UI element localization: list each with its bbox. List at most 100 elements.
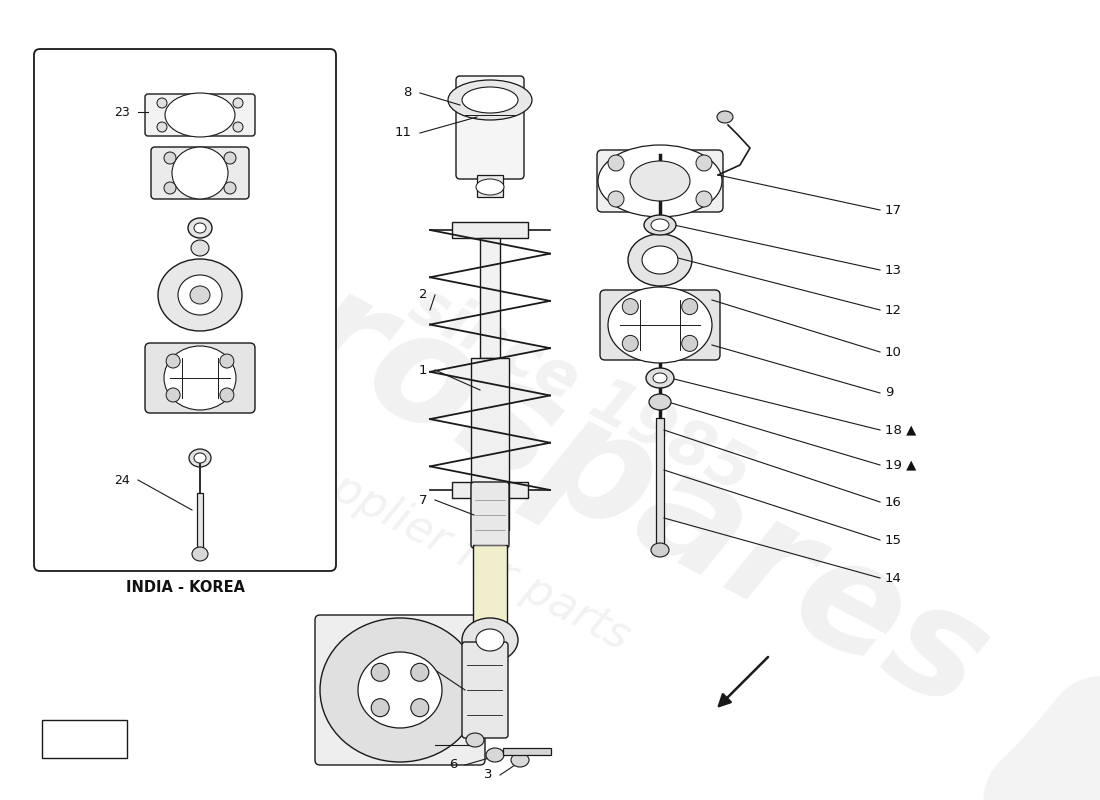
- Text: INDIA - KOREA: INDIA - KOREA: [125, 579, 244, 594]
- FancyBboxPatch shape: [462, 642, 508, 738]
- Ellipse shape: [164, 152, 176, 164]
- Text: 11: 11: [395, 126, 412, 139]
- Ellipse shape: [651, 543, 669, 557]
- FancyBboxPatch shape: [471, 482, 509, 548]
- Text: 16: 16: [886, 495, 902, 509]
- Ellipse shape: [608, 155, 624, 171]
- Text: 9: 9: [886, 386, 893, 399]
- Ellipse shape: [512, 753, 529, 767]
- Text: 19 ▲: 19 ▲: [886, 458, 916, 471]
- Text: 10: 10: [886, 346, 902, 358]
- Ellipse shape: [642, 246, 678, 274]
- Ellipse shape: [320, 618, 480, 762]
- Text: 18 ▲: 18 ▲: [886, 423, 916, 437]
- Ellipse shape: [651, 219, 669, 231]
- Ellipse shape: [696, 155, 712, 171]
- Ellipse shape: [630, 161, 690, 201]
- Bar: [452, 482, 528, 498]
- FancyBboxPatch shape: [315, 615, 485, 765]
- Ellipse shape: [644, 215, 676, 235]
- Ellipse shape: [653, 373, 667, 383]
- Bar: [471, 358, 509, 530]
- Bar: [452, 222, 528, 238]
- Text: 2: 2: [418, 289, 427, 302]
- Text: 1: 1: [418, 363, 427, 377]
- FancyBboxPatch shape: [34, 49, 336, 571]
- Ellipse shape: [166, 354, 180, 368]
- Ellipse shape: [448, 80, 532, 120]
- Ellipse shape: [608, 191, 624, 207]
- Ellipse shape: [194, 223, 206, 233]
- Ellipse shape: [157, 98, 167, 108]
- Text: 6: 6: [449, 758, 456, 771]
- Ellipse shape: [164, 182, 176, 194]
- Ellipse shape: [371, 663, 389, 682]
- Ellipse shape: [646, 368, 674, 388]
- Ellipse shape: [194, 453, 206, 463]
- Ellipse shape: [682, 335, 697, 351]
- Ellipse shape: [233, 122, 243, 132]
- Ellipse shape: [166, 388, 180, 402]
- Text: 4: 4: [419, 663, 427, 677]
- Text: 12: 12: [886, 303, 902, 317]
- Ellipse shape: [164, 346, 236, 410]
- FancyBboxPatch shape: [151, 147, 249, 199]
- Ellipse shape: [189, 449, 211, 467]
- Text: ▲ = 1: ▲ = 1: [65, 733, 103, 746]
- Ellipse shape: [717, 111, 733, 123]
- Ellipse shape: [224, 182, 236, 194]
- Ellipse shape: [165, 93, 235, 137]
- Ellipse shape: [462, 618, 518, 662]
- FancyBboxPatch shape: [600, 290, 720, 360]
- Ellipse shape: [682, 298, 697, 314]
- Bar: [503, 748, 551, 755]
- Ellipse shape: [696, 191, 712, 207]
- FancyBboxPatch shape: [145, 343, 255, 413]
- Ellipse shape: [220, 388, 234, 402]
- Ellipse shape: [158, 259, 242, 331]
- Text: 14: 14: [886, 571, 902, 585]
- FancyBboxPatch shape: [145, 94, 255, 136]
- Ellipse shape: [410, 663, 429, 682]
- Ellipse shape: [190, 286, 210, 304]
- Text: 8: 8: [404, 86, 412, 99]
- Ellipse shape: [371, 698, 389, 717]
- Text: 24: 24: [114, 474, 130, 486]
- Ellipse shape: [220, 354, 234, 368]
- Ellipse shape: [476, 179, 504, 195]
- Bar: [656, 418, 664, 548]
- Ellipse shape: [188, 218, 212, 238]
- Ellipse shape: [466, 733, 484, 747]
- Ellipse shape: [462, 87, 518, 113]
- Ellipse shape: [623, 298, 638, 314]
- Ellipse shape: [172, 147, 228, 199]
- Ellipse shape: [358, 652, 442, 728]
- Text: 15: 15: [886, 534, 902, 546]
- Text: 5: 5: [418, 738, 427, 751]
- Bar: [480, 238, 501, 358]
- Bar: [473, 545, 507, 625]
- Text: 7: 7: [418, 494, 427, 506]
- FancyBboxPatch shape: [456, 76, 524, 179]
- Text: 3: 3: [484, 769, 492, 782]
- Ellipse shape: [608, 287, 712, 363]
- Text: eurospares: eurospares: [89, 158, 1011, 742]
- Ellipse shape: [598, 145, 722, 217]
- Ellipse shape: [486, 748, 504, 762]
- Ellipse shape: [224, 152, 236, 164]
- Ellipse shape: [178, 275, 222, 315]
- Text: since 1985: since 1985: [399, 274, 761, 506]
- Ellipse shape: [192, 547, 208, 561]
- Ellipse shape: [410, 698, 429, 717]
- Bar: [42, 720, 127, 758]
- Ellipse shape: [191, 240, 209, 256]
- Text: a supplier for parts: a supplier for parts: [243, 422, 637, 658]
- Ellipse shape: [623, 335, 638, 351]
- Text: 23: 23: [114, 106, 130, 118]
- Text: 17: 17: [886, 203, 902, 217]
- Ellipse shape: [157, 122, 167, 132]
- Bar: [197, 493, 204, 548]
- Ellipse shape: [476, 629, 504, 651]
- Ellipse shape: [233, 98, 243, 108]
- Ellipse shape: [628, 234, 692, 286]
